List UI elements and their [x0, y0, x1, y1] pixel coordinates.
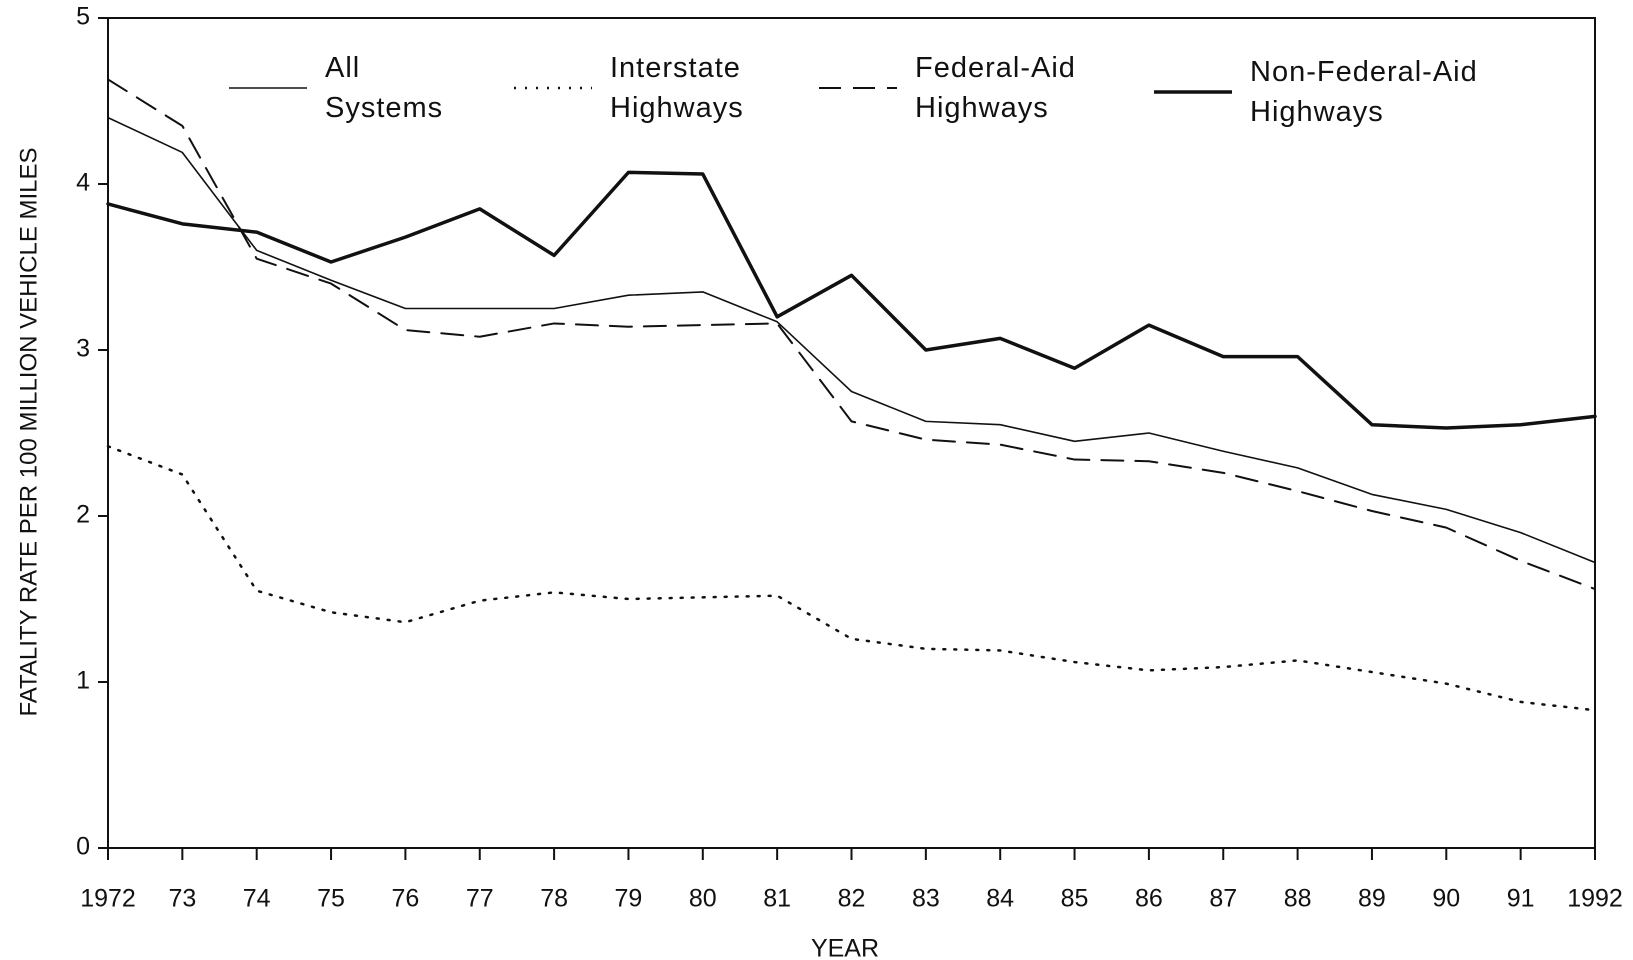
x-tick-label: 1972 [80, 885, 136, 913]
legend-label: All Systems [325, 52, 444, 124]
x-tick-label: 80 [689, 885, 717, 913]
x-axis-label: YEAR [811, 935, 879, 960]
legend-swatch [229, 87, 307, 89]
x-tick-label: 90 [1432, 885, 1460, 913]
x-tick-label: 77 [466, 885, 494, 913]
x-tick-label: 87 [1209, 885, 1237, 913]
x-tick-label: 85 [1061, 885, 1089, 913]
x-tick-label: 84 [986, 885, 1014, 913]
legend-item: Interstate Highways [510, 48, 810, 128]
y-tick-label: 5 [76, 3, 90, 31]
y-axis-label: FATALITY RATE PER 100 MILLION VEHICLE MI… [15, 147, 42, 716]
series-line [107, 78, 1596, 591]
y-tick-label: 4 [76, 169, 90, 197]
x-tick-label: 73 [168, 885, 196, 913]
y-tick-label: 2 [76, 501, 90, 529]
x-tick-label: 78 [540, 885, 568, 913]
x-tick-label: 1992 [1567, 885, 1623, 913]
x-tick-label: 76 [391, 885, 419, 913]
x-tick-label: 75 [317, 885, 345, 913]
legend-swatch [1154, 90, 1232, 94]
legend-swatch [514, 86, 592, 90]
x-tick-label: 89 [1358, 885, 1386, 913]
legend-item: Federal-Aid Highways [815, 48, 1135, 128]
series-line [106, 445, 1597, 712]
x-tick-label: 82 [838, 885, 866, 913]
x-tick-label: 81 [763, 885, 791, 913]
legend-label: Federal-Aid Highways [915, 52, 1076, 124]
legend-label: Non-Federal-Aid Highways [1250, 56, 1478, 128]
legend-swatch [819, 87, 897, 89]
series-line [107, 116, 1596, 564]
plot-frame [107, 17, 1596, 849]
series-line [106, 170, 1597, 430]
legend-label: Interstate Highways [610, 52, 744, 124]
x-tick-label: 88 [1284, 885, 1312, 913]
x-tick-label: 83 [912, 885, 940, 913]
y-tick-label: 0 [76, 833, 90, 861]
legend-item: Non-Federal-Aid Highways [1150, 52, 1550, 132]
y-tick-label: 1 [76, 667, 90, 695]
x-tick-label: 86 [1135, 885, 1163, 913]
x-tick-label: 79 [615, 885, 643, 913]
legend-item: All Systems [225, 48, 465, 128]
x-tick-label: 91 [1507, 885, 1535, 913]
x-tick-label: 74 [243, 885, 271, 913]
y-tick-label: 3 [76, 335, 90, 363]
